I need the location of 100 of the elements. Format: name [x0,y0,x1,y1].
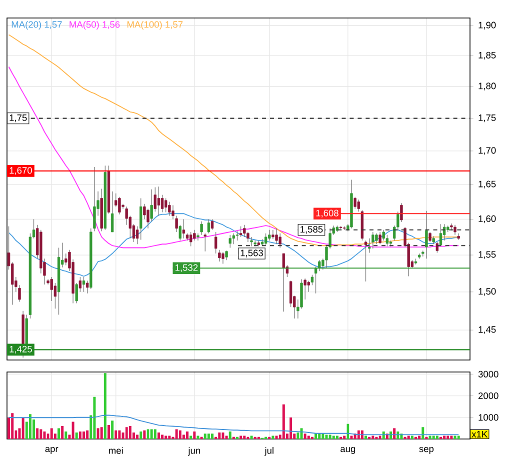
bar [222,432,224,440]
y-tick-label: 1,45 [478,326,496,334]
bar [428,436,432,440]
bar [11,413,14,440]
bar [236,436,238,440]
x-tick-label: sep [419,447,434,454]
candlestick [442,224,446,241]
candlestick [364,240,368,282]
bar [182,434,185,440]
candlestick [50,276,53,302]
bar [64,431,68,440]
candlestick [282,253,285,312]
ref-line-label: 1,425 [10,346,32,354]
y-axis-title: x1K [472,431,488,438]
bar [368,436,371,440]
bar [318,434,321,440]
candlestick [310,274,314,286]
candlestick [354,196,356,210]
y-tick-label: 1,80 [478,82,496,90]
candlestick [86,280,89,294]
x-tick-label: jul [264,447,274,456]
y-tick-label: 1000 [478,414,498,421]
bar [82,431,85,440]
bar [168,436,171,440]
bar [111,420,114,440]
bar [343,436,346,440]
candlestick [268,230,271,241]
candlestick [196,233,200,241]
ref-line-label: 1,532 [176,264,198,272]
candlestick [275,228,278,244]
bar [40,429,42,440]
candlestick [307,280,310,292]
bar [193,431,196,440]
y-tick-label: 1,85 [478,52,496,60]
candlestick [118,196,121,215]
bar [78,431,82,440]
bar [393,428,396,440]
x-tick-label: mei [109,447,123,454]
bar [136,434,139,440]
candlestick [64,253,68,266]
candlestick [214,232,218,254]
candlestick [228,234,232,248]
bar [240,436,242,440]
bar [264,436,268,440]
bar [443,436,446,440]
bar [218,432,221,440]
bar [186,431,189,440]
bar [96,428,100,440]
candlestick [236,230,239,241]
bar [75,432,78,440]
bar [290,417,292,440]
bar [254,436,256,440]
candlestick [93,166,96,232]
bar [50,428,53,440]
bar [164,436,168,440]
y-tick-label: 3000 [478,370,498,378]
candlestick [193,230,196,241]
bar [350,436,353,440]
bar [418,436,421,440]
bar [28,414,32,440]
y-tick-label: 2000 [478,392,498,400]
candlestick [382,230,385,241]
candlestick [225,250,228,260]
bar [86,430,89,440]
candlestick [110,191,114,232]
bar [143,430,146,440]
ref-line-label: 1,563 [240,250,263,258]
bar [304,434,306,440]
candlestick [207,218,210,234]
ref-line-label: 1,585 [300,226,323,234]
bar [268,436,271,440]
bar [228,431,232,440]
bar [104,373,106,440]
bar [157,432,160,440]
bar [272,436,274,440]
candlestick [272,230,274,240]
candlestick [264,233,268,246]
bar [161,434,164,440]
candlestick [246,232,250,242]
bar [214,436,218,440]
bar [118,430,121,440]
candlestick [200,220,203,236]
bar [314,434,318,440]
bar [322,434,324,440]
x-tick-label: jun [188,447,200,456]
bar [128,426,132,440]
bar [250,436,253,440]
candlestick [232,233,236,244]
bar [425,436,428,440]
y-tick-label: 1,70 [478,147,496,155]
ref-line-label: 1,75 [10,114,27,122]
candlestick [378,232,382,244]
text: MA(100) 1,57 [127,20,183,30]
y-tick-label: 1,75 [478,114,496,122]
bar [93,396,96,440]
bar [340,436,342,440]
bar [243,436,246,440]
bar [72,422,74,440]
bar [450,436,453,440]
bar [275,436,278,440]
